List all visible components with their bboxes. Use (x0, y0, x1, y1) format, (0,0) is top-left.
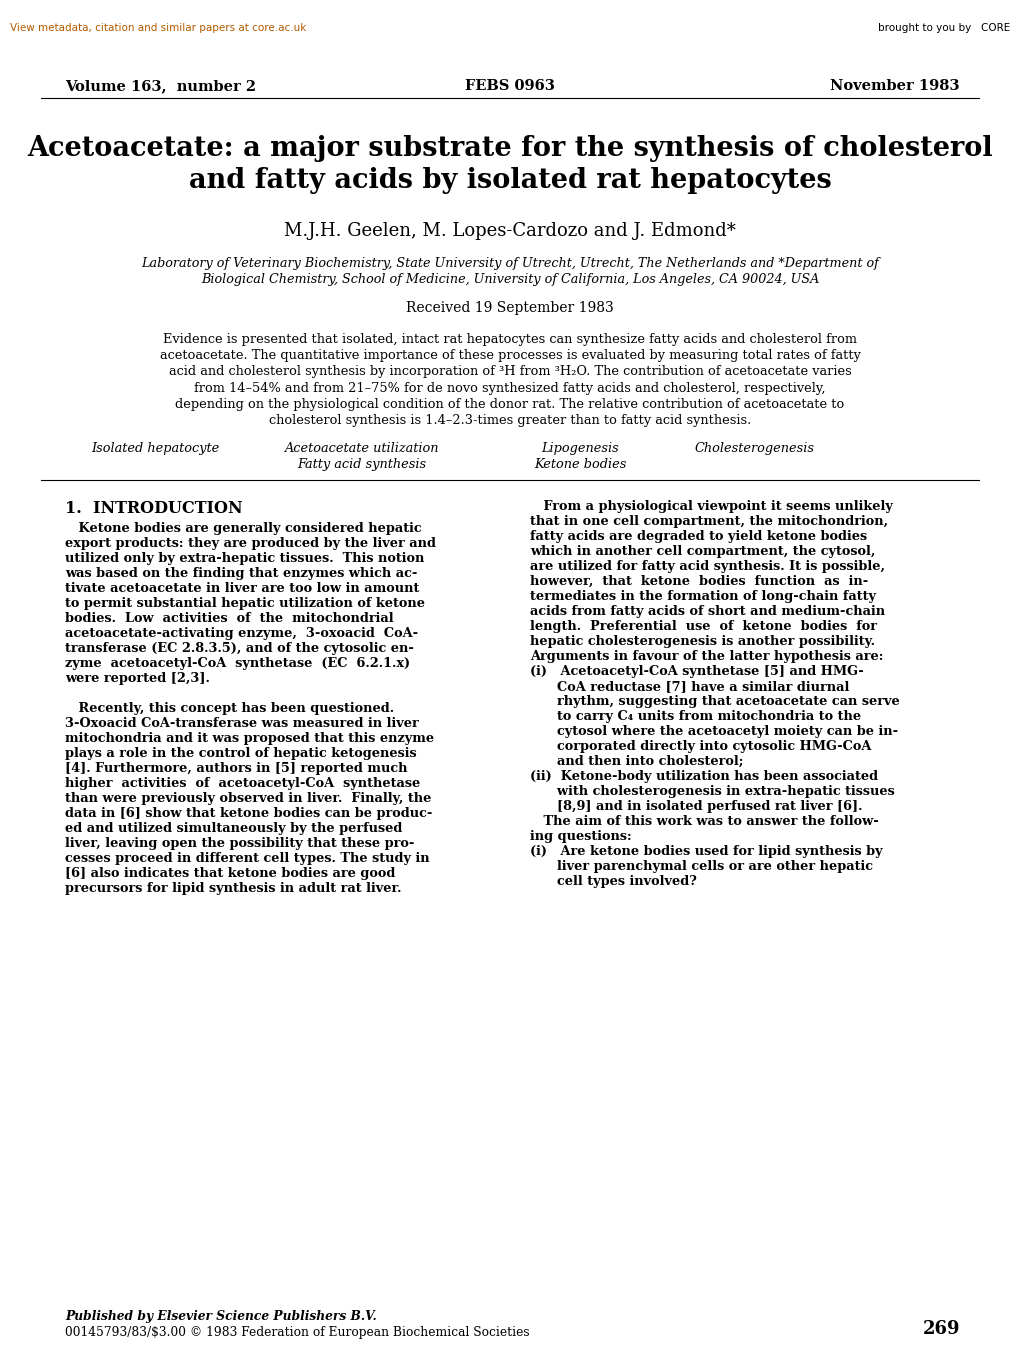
Text: The aim of this work was to answer the follow-: The aim of this work was to answer the f… (530, 815, 878, 828)
Text: and fatty acids by isolated rat hepatocytes: and fatty acids by isolated rat hepatocy… (189, 167, 830, 194)
Text: Acetoacetate: a major substrate for the synthesis of cholesterol: Acetoacetate: a major substrate for the … (28, 135, 991, 162)
Text: that in one cell compartment, the mitochondrion,: that in one cell compartment, the mitoch… (530, 515, 888, 528)
Text: cholesterol synthesis is 1.4–2.3-times greater than to fatty acid synthesis.: cholesterol synthesis is 1.4–2.3-times g… (269, 413, 750, 427)
Text: precursors for lipid synthesis in adult rat liver.: precursors for lipid synthesis in adult … (65, 883, 401, 895)
Text: fatty acids are degraded to yield ketone bodies: fatty acids are degraded to yield ketone… (530, 530, 866, 543)
Text: Arguments in favour of the latter hypothesis are:: Arguments in favour of the latter hypoth… (530, 650, 882, 664)
Text: [4]. Furthermore, authors in [5] reported much: [4]. Furthermore, authors in [5] reporte… (65, 762, 408, 775)
Text: [8,9] and in isolated perfused rat liver [6].: [8,9] and in isolated perfused rat liver… (530, 800, 862, 813)
Text: 00145793/83/$3.00 © 1983 Federation of European Biochemical Societies: 00145793/83/$3.00 © 1983 Federation of E… (65, 1326, 529, 1340)
Text: termediates in the formation of long-chain fatty: termediates in the formation of long-cha… (530, 590, 875, 604)
Text: acetoacetate. The quantitative importance of these processes is evaluated by mea: acetoacetate. The quantitative importanc… (159, 350, 860, 362)
Text: from 14–54% and from 21–75% for de novo synthesized fatty acids and cholesterol,: from 14–54% and from 21–75% for de novo … (194, 382, 825, 394)
Text: were reported [2,3].: were reported [2,3]. (65, 672, 210, 685)
Text: transferase (EC 2.8.3.5), and of the cytosolic en-: transferase (EC 2.8.3.5), and of the cyt… (65, 642, 414, 656)
Text: depending on the physiological condition of the donor rat. The relative contribu: depending on the physiological condition… (175, 397, 844, 411)
Text: Ketone bodies: Ketone bodies (533, 458, 626, 471)
Text: zyme  acetoacetyl-CoA  synthetase  (EC  6.2.1.x): zyme acetoacetyl-CoA synthetase (EC 6.2.… (65, 657, 410, 670)
Text: to carry C₄ units from mitochondria to the: to carry C₄ units from mitochondria to t… (530, 710, 860, 724)
Text: however,  that  ketone  bodies  function  as  in-: however, that ketone bodies function as … (530, 575, 867, 588)
Text: and then into cholesterol;: and then into cholesterol; (530, 755, 743, 768)
Text: liver parenchymal cells or are other hepatic: liver parenchymal cells or are other hep… (530, 861, 872, 873)
Text: tivate acetoacetate in liver are too low in amount: tivate acetoacetate in liver are too low… (65, 582, 419, 596)
Text: Recently, this concept has been questioned.: Recently, this concept has been question… (65, 702, 393, 715)
Text: utilized only by extra-hepatic tissues.  This notion: utilized only by extra-hepatic tissues. … (65, 552, 424, 566)
Text: acid and cholesterol synthesis by incorporation of ³H from ³H₂O. The contributio: acid and cholesterol synthesis by incorp… (168, 366, 851, 378)
Text: liver, leaving open the possibility that these pro-: liver, leaving open the possibility that… (65, 838, 414, 850)
Text: with cholesterogenesis in extra-hepatic tissues: with cholesterogenesis in extra-hepatic … (530, 785, 894, 798)
Text: to permit substantial hepatic utilization of ketone: to permit substantial hepatic utilizatio… (65, 597, 425, 611)
Text: ing questions:: ing questions: (530, 830, 631, 843)
Text: Fatty acid synthesis: Fatty acid synthesis (298, 458, 426, 471)
Text: 3-Oxoacid CoA-transferase was measured in liver: 3-Oxoacid CoA-transferase was measured i… (65, 717, 419, 730)
Text: rhythm, suggesting that acetoacetate can serve: rhythm, suggesting that acetoacetate can… (530, 695, 899, 709)
Text: Evidence is presented that isolated, intact rat hepatocytes can synthesize fatty: Evidence is presented that isolated, int… (163, 333, 856, 345)
Text: (i)   Acetoacetyl-CoA synthetase [5] and HMG-: (i) Acetoacetyl-CoA synthetase [5] and H… (530, 665, 863, 679)
Text: cell types involved?: cell types involved? (530, 876, 696, 888)
Text: 1.  INTRODUCTION: 1. INTRODUCTION (65, 500, 243, 517)
Text: View metadata, citation and similar papers at core.ac.uk: View metadata, citation and similar pape… (10, 23, 307, 33)
Text: provided by Elsevier - Publisher Connector: provided by Elsevier - Publisher Connect… (783, 20, 1009, 29)
Text: which in another cell compartment, the cytosol,: which in another cell compartment, the c… (530, 545, 874, 558)
Text: November 1983: November 1983 (829, 79, 959, 92)
Text: M.J.H. Geelen, M. Lopes-Cardozo and J. Edmond*: M.J.H. Geelen, M. Lopes-Cardozo and J. E… (283, 222, 736, 239)
Text: was based on the finding that enzymes which ac-: was based on the finding that enzymes wh… (65, 567, 417, 581)
Text: higher  activities  of  acetoacetyl-CoA  synthetase: higher activities of acetoacetyl-CoA syn… (65, 777, 420, 790)
Text: ed and utilized simultaneously by the perfused: ed and utilized simultaneously by the pe… (65, 823, 401, 835)
Text: length.  Preferential  use  of  ketone  bodies  for: length. Preferential use of ketone bodie… (530, 620, 876, 634)
Text: FEBS 0963: FEBS 0963 (465, 79, 554, 92)
Text: From a physiological viewpoint it seems unlikely: From a physiological viewpoint it seems … (530, 500, 892, 513)
Text: Isolated hepatocyte: Isolated hepatocyte (91, 442, 219, 456)
Text: plays a role in the control of hepatic ketogenesis: plays a role in the control of hepatic k… (65, 747, 416, 760)
Text: (ii)  Ketone-body utilization has been associated: (ii) Ketone-body utilization has been as… (530, 770, 877, 783)
Text: Biological Chemistry, School of Medicine, University of California, Los Angeles,: Biological Chemistry, School of Medicine… (201, 273, 818, 287)
Text: Laboratory of Veterinary Biochemistry, State University of Utrecht, Utrecht, The: Laboratory of Veterinary Biochemistry, S… (141, 257, 878, 271)
Text: Cholesterogenesis: Cholesterogenesis (694, 442, 814, 456)
Text: Lipogenesis: Lipogenesis (541, 442, 619, 456)
Text: than were previously observed in liver.  Finally, the: than were previously observed in liver. … (65, 792, 431, 805)
Text: corporated directly into cytosolic HMG-CoA: corporated directly into cytosolic HMG-C… (530, 740, 870, 753)
Text: bodies.  Low  activities  of  the  mitochondrial: bodies. Low activities of the mitochondr… (65, 612, 393, 626)
Text: (i)   Are ketone bodies used for lipid synthesis by: (i) Are ketone bodies used for lipid syn… (530, 845, 881, 858)
Text: are utilized for fatty acid synthesis. It is possible,: are utilized for fatty acid synthesis. I… (530, 560, 884, 573)
Text: cesses proceed in different cell types. The study in: cesses proceed in different cell types. … (65, 853, 429, 865)
Text: Acetoacetate utilization: Acetoacetate utilization (284, 442, 439, 456)
Text: hepatic cholesterogenesis is another possibility.: hepatic cholesterogenesis is another pos… (530, 635, 874, 649)
Text: Published by Elsevier Science Publishers B.V.: Published by Elsevier Science Publishers… (65, 1310, 376, 1323)
Text: data in [6] show that ketone bodies can be produc-: data in [6] show that ketone bodies can … (65, 808, 432, 820)
Text: [6] also indicates that ketone bodies are good: [6] also indicates that ketone bodies ar… (65, 868, 395, 880)
Text: acids from fatty acids of short and medium-chain: acids from fatty acids of short and medi… (530, 605, 884, 619)
Text: 269: 269 (921, 1321, 959, 1338)
Text: Volume 163,  number 2: Volume 163, number 2 (65, 79, 256, 92)
Text: mitochondria and it was proposed that this enzyme: mitochondria and it was proposed that th… (65, 732, 434, 745)
Text: brought to you by   CORE: brought to you by CORE (876, 23, 1009, 33)
Text: cytosol where the acetoacetyl moiety can be in-: cytosol where the acetoacetyl moiety can… (530, 725, 898, 738)
Text: acetoacetate-activating enzyme,  3-oxoacid  CoA-: acetoacetate-activating enzyme, 3-oxoaci… (65, 627, 418, 641)
Text: Received 19 September 1983: Received 19 September 1983 (406, 301, 613, 316)
Text: export products: they are produced by the liver and: export products: they are produced by th… (65, 537, 435, 551)
Text: CoA reductase [7] have a similar diurnal: CoA reductase [7] have a similar diurnal (530, 680, 849, 694)
Text: Ketone bodies are generally considered hepatic: Ketone bodies are generally considered h… (65, 522, 421, 536)
